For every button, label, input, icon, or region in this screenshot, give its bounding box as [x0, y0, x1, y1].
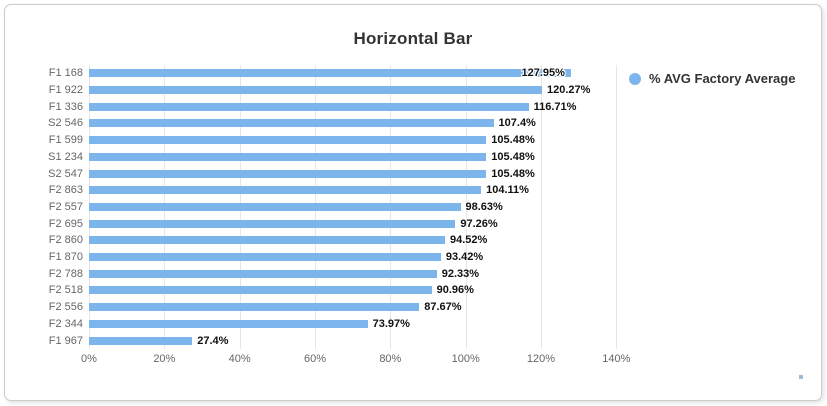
bar-value-label: 93.42% — [445, 251, 484, 264]
category-label: S2 547 — [48, 167, 83, 180]
bar-row: 107.4% — [89, 115, 654, 132]
bar-value-label: 105.48% — [491, 167, 535, 180]
category-label: S2 546 — [48, 117, 83, 130]
category-label: F2 788 — [48, 267, 83, 280]
credits-icon — [799, 375, 803, 379]
bar-value-label: 127.95% — [521, 67, 565, 80]
category-label: F1 967 — [48, 334, 83, 347]
x-axis-labels: 0% 20% 40% 60% 80% 100% 120% 140% — [81, 353, 654, 367]
bar[interactable] — [89, 152, 487, 161]
bar-value-label: 105.48% — [491, 150, 535, 163]
category-label: F2 695 — [48, 217, 83, 230]
bar-value-label: 87.67% — [424, 301, 462, 314]
category-label: S1 234 — [48, 150, 83, 163]
x-tick-label: 80% — [379, 353, 402, 365]
bar[interactable] — [89, 169, 487, 178]
x-tick-label: 0% — [81, 353, 97, 365]
bar[interactable] — [89, 336, 193, 345]
bar-value-label: 92.33% — [441, 267, 480, 280]
bar-row: 98.63% — [89, 199, 654, 216]
bar[interactable] — [89, 136, 487, 145]
legend-item[interactable]: % AVG Factory Average — [629, 71, 795, 86]
legend-circle-icon — [629, 72, 641, 85]
plot-area: 127.95% 120.27% 116.71% 107.4% 105.48% 105.48… — [89, 65, 654, 349]
x-tick-label: 120% — [526, 353, 556, 365]
bar[interactable] — [89, 202, 461, 211]
bar-row: 105.48% — [89, 149, 654, 166]
bar-row: 120.27% — [89, 82, 654, 99]
bar[interactable] — [89, 186, 482, 195]
bar[interactable] — [89, 253, 441, 262]
bar-value-label: 73.97% — [372, 317, 410, 330]
category-label: F2 344 — [48, 317, 83, 330]
bar-value-label: 120.27% — [547, 84, 591, 97]
bar-row: 90.96% — [89, 282, 654, 299]
bar-row: 73.97% — [89, 316, 654, 333]
bar-row: 92.33% — [89, 265, 654, 282]
bar-row: 27.4% — [89, 332, 654, 349]
bar-value-label: 105.48% — [491, 134, 535, 147]
bar-row: 105.48% — [89, 165, 654, 182]
legend-label: % AVG Factory Average — [649, 71, 796, 86]
chart-card: Horizontal Bar % AVG Factory Average F1 … — [4, 4, 822, 401]
y-axis-labels: F1 168 F1 922 F1 336 S2 546 F1 599 S1 234 S2 5… — [5, 65, 83, 349]
gridline — [465, 65, 467, 349]
x-tick-label: 60% — [303, 353, 327, 365]
bar[interactable] — [89, 303, 420, 312]
bar-value-label: 104.11% — [486, 184, 529, 197]
gridline — [541, 65, 542, 349]
bar[interactable] — [89, 219, 456, 228]
chart-title: Horizontal Bar — [353, 29, 473, 48]
bar[interactable] — [89, 69, 571, 78]
category-label: F1 922 — [48, 84, 83, 97]
category-label: F2 556 — [48, 301, 83, 314]
category-label: F2 860 — [48, 234, 83, 247]
bar[interactable] — [89, 319, 368, 328]
bar[interactable] — [89, 286, 432, 295]
bar-value-label: 27.4% — [197, 334, 229, 347]
bar-row: 93.42% — [89, 249, 654, 266]
category-label: F1 599 — [48, 134, 83, 147]
bar-row: 127.95% — [89, 65, 654, 82]
bar-row: 87.67% — [89, 299, 654, 316]
bar-row: 116.71% — [89, 98, 654, 115]
bar-value-label: 97.26% — [460, 217, 498, 230]
category-label: F1 870 — [48, 251, 83, 264]
bar[interactable] — [89, 102, 529, 111]
gridline — [616, 65, 618, 349]
bar-value-label: 90.96% — [436, 284, 474, 297]
x-tick-label: 40% — [228, 353, 251, 365]
category-label: F2 863 — [48, 184, 83, 197]
bar-row: 94.52% — [89, 232, 654, 249]
category-label: F2 518 — [48, 284, 83, 297]
bar[interactable] — [89, 236, 446, 245]
bar-value-label: 98.63% — [465, 200, 503, 213]
bar[interactable] — [89, 269, 437, 278]
x-tick-label: 100% — [451, 353, 480, 365]
x-tick-label: 140% — [602, 353, 631, 365]
bar-rows: 127.95% 120.27% 116.71% 107.4% 105.48% 105.48… — [89, 65, 654, 349]
bar-row: 97.26% — [89, 215, 654, 232]
category-label: F1 336 — [48, 100, 83, 113]
bar-value-label: 116.71% — [533, 100, 577, 113]
bar-row: 105.48% — [89, 132, 654, 149]
bar-value-label: 107.4% — [498, 117, 536, 130]
bar-row: 104.11% — [89, 182, 654, 199]
x-tick-label: 20% — [153, 353, 176, 365]
bar[interactable] — [89, 86, 543, 95]
bar-value-label: 94.52% — [450, 234, 488, 247]
category-label: F1 168 — [48, 67, 83, 80]
bar[interactable] — [89, 119, 494, 128]
category-label: F2 557 — [48, 200, 83, 213]
